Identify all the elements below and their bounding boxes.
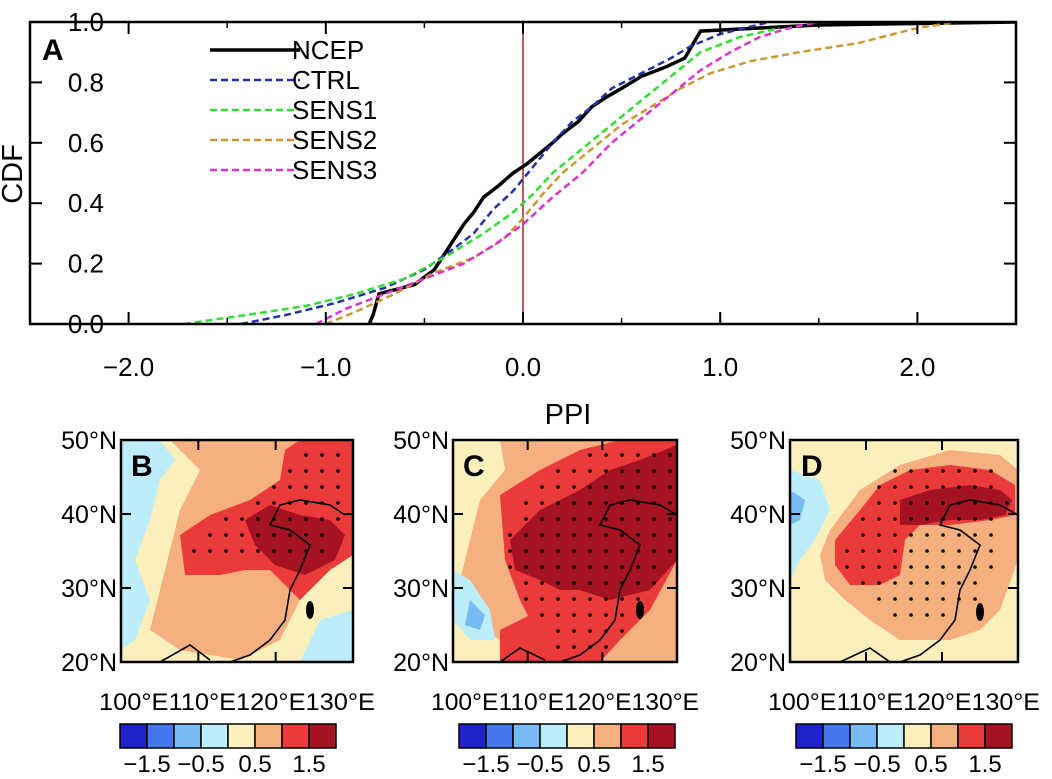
- colorbar-cell: [485, 723, 514, 749]
- colorbar-label: 0.5: [577, 751, 610, 778]
- map-y-tick-label: 40°N: [730, 501, 786, 529]
- colorbar-label: 0.5: [914, 751, 947, 778]
- colorbar-cell: [984, 723, 1013, 749]
- map-panel-c: C: [451, 438, 679, 664]
- map-c-field: [453, 440, 677, 662]
- colorbar-cell: [822, 723, 851, 749]
- colorbar-cell: [308, 723, 337, 749]
- y-axis-label: CDF: [0, 144, 29, 204]
- colorbar-label: −0.5: [853, 751, 900, 778]
- legend-label: SENS1: [292, 95, 377, 125]
- colorbar-cell: [200, 723, 229, 749]
- map-x-tick-labels: 100°E110°E120°E130°E: [431, 689, 699, 716]
- x-tick-label: 1.0: [702, 352, 738, 382]
- x-tick-label: −1.0: [300, 352, 351, 382]
- map-y-tick-label: 30°N: [393, 575, 449, 603]
- series-line-ctrl: [240, 22, 770, 324]
- map-panel-b: B: [119, 438, 355, 664]
- colorbar-cell: [119, 723, 148, 749]
- map-b-field: [121, 440, 353, 662]
- colorbar-label: 1.5: [968, 751, 1001, 778]
- colorbar-cell: [566, 723, 595, 749]
- map-y-tick-label: 50°N: [393, 427, 449, 455]
- colorbar-cell: [281, 723, 310, 749]
- legend-label: SENS3: [292, 155, 377, 185]
- colorbar-label: −1.5: [462, 751, 509, 778]
- colorbar-cell: [930, 723, 959, 749]
- colorbar-cell: [254, 723, 283, 749]
- y-tick-label: 1.0: [68, 7, 104, 37]
- map-y-tick-label: 20°N: [393, 649, 449, 677]
- series-line-sens1: [183, 26, 780, 324]
- map-y-tick-label: 20°N: [61, 649, 117, 677]
- colorbar-label: 1.5: [292, 751, 325, 778]
- series-line-sens2: [325, 22, 957, 324]
- y-tick-label: 0.4: [68, 188, 104, 218]
- x-axis-label: PPI: [545, 399, 592, 431]
- colorbar-label: 1.5: [631, 751, 664, 778]
- colorbar-cell: [795, 723, 824, 749]
- colorbar-label: −0.5: [177, 751, 224, 778]
- map-d-field: [790, 440, 1018, 662]
- panel-label-d: D: [801, 450, 823, 483]
- colorbar-label: −1.5: [123, 751, 170, 778]
- colorbar-cell: [876, 723, 905, 749]
- colorbar-cell: [647, 723, 676, 749]
- panel-label-c: C: [463, 450, 485, 483]
- colorbar-cell: [903, 723, 932, 749]
- x-tick-label: 0.0: [505, 352, 541, 382]
- colorbar-label: 0.5: [238, 751, 271, 778]
- colorbar-cell: [539, 723, 568, 749]
- colorbar-cell: [849, 723, 878, 749]
- x-tick-label: −2.0: [103, 352, 154, 382]
- map-y-tick-label: 50°N: [61, 427, 117, 455]
- x-tick-label: 2.0: [899, 352, 935, 382]
- map-y-tick-label: 40°N: [393, 501, 449, 529]
- colorbar-cell: [593, 723, 622, 749]
- colorbar-cell: [227, 723, 256, 749]
- legend-label: NCEP: [292, 35, 364, 65]
- map-y-tick-label: 30°N: [61, 575, 117, 603]
- colorbar-label: −0.5: [516, 751, 563, 778]
- colorbar-cell: [173, 723, 202, 749]
- legend-label: CTRL: [292, 65, 360, 95]
- map-y-tick-label: 40°N: [61, 501, 117, 529]
- series-line-sens3: [315, 22, 820, 324]
- y-tick-label: 0.2: [68, 249, 104, 279]
- colorbar-cell: [146, 723, 175, 749]
- colorbar-cell: [957, 723, 986, 749]
- colorbar-cell: [620, 723, 649, 749]
- y-tick-label: 0.0: [68, 309, 104, 339]
- panel-label-a: A: [42, 34, 64, 67]
- map-panel-d: D: [788, 438, 1020, 664]
- map-x-tick-labels: 100°E110°E120°E130°E: [768, 689, 1040, 716]
- map-y-tick-label: 50°N: [730, 427, 786, 455]
- cdf-panel: −2.0 −1.0 0.0 1.0 2.0 0.0 0.2 0.4 0.6 0.8 1.0 A PP…: [0, 7, 1018, 431]
- y-tick-label: 0.8: [68, 67, 104, 97]
- colorbar-cell: [458, 723, 487, 749]
- colorbar-label: −1.5: [799, 751, 846, 778]
- map-y-tick-label: 30°N: [730, 575, 786, 603]
- map-x-tick-labels: 100°E110°E120°E130°E: [99, 689, 375, 716]
- colorbar-cell: [512, 723, 541, 749]
- y-tick-label: 0.6: [68, 128, 104, 158]
- series-line-ncep: [367, 22, 1016, 324]
- panel-label-b: B: [131, 450, 153, 483]
- legend-label: SENS2: [292, 125, 377, 155]
- map-y-tick-label: 20°N: [730, 649, 786, 677]
